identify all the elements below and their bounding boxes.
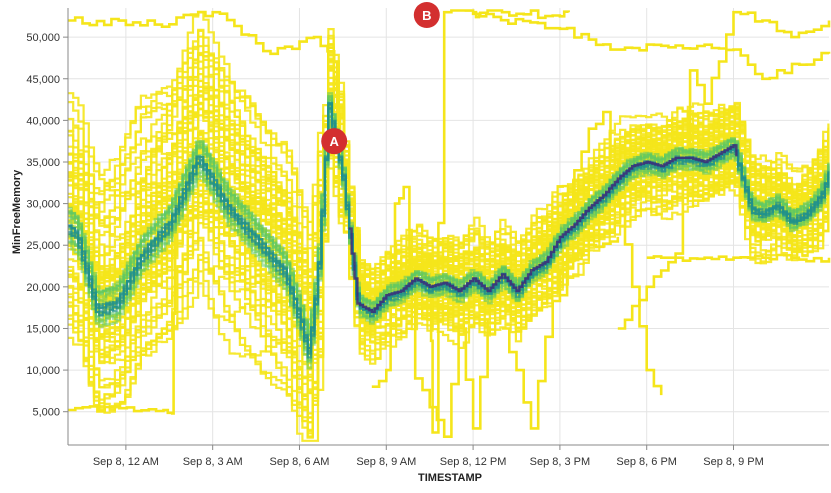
outlier-series-line [473, 10, 831, 81]
x-tick-label: Sep 8, 6 AM [270, 456, 330, 468]
y-axis-title: MinFreeMemory [11, 169, 23, 254]
y-tick-label: 50,000 [26, 32, 60, 44]
y-tick-label: 5,000 [32, 407, 60, 419]
density-band-medium [68, 92, 830, 332]
y-tick-label: 35,000 [26, 157, 60, 169]
sparse-series-line [68, 82, 830, 321]
x-tick-label: Sep 8, 3 PM [530, 456, 591, 468]
x-tick-label: Sep 8, 12 AM [93, 456, 159, 468]
x-tick-label: Sep 8, 9 PM [703, 456, 764, 468]
y-tick-label: 30,000 [26, 199, 60, 211]
x-axis-title: TIMESTAMP [418, 472, 482, 484]
outlier-series-line [559, 110, 663, 396]
y-tick-label: 20,000 [26, 282, 60, 294]
x-tick-label: Sep 8, 12 PM [440, 456, 507, 468]
x-tick-label: Sep 8, 6 PM [616, 456, 677, 468]
sparse-series-line [68, 158, 830, 424]
density-band-dense [68, 107, 830, 359]
annotation-circle [321, 128, 348, 155]
annotation-marker-b: B [413, 2, 440, 28]
axes: 5,000 10,000 15,000 20,000 25,000 30,000 35,00… [26, 8, 829, 468]
sparse-series-line [68, 29, 830, 296]
y-tick-label: 25,000 [26, 240, 60, 252]
y-tick-label: 40,000 [26, 115, 60, 127]
density-band-layer [68, 92, 830, 370]
outlier-series-line [646, 253, 831, 263]
x-tick-label: Sep 8, 3 AM [183, 456, 243, 468]
y-tick-label: 15,000 [26, 323, 60, 335]
density-band-core [348, 144, 738, 313]
x-tick-label: Sep 8, 9 AM [356, 456, 416, 468]
outlier-series-line [617, 10, 831, 330]
annotation-label: A [330, 134, 340, 149]
y-tick-label: 10,000 [26, 365, 60, 377]
annotations: AB [321, 2, 440, 155]
outlier-series-line [502, 236, 620, 430]
annotation-marker-a: A [321, 128, 348, 155]
sparse-series-line [68, 46, 830, 288]
annotation-circle [413, 2, 440, 28]
annotation-label: B [422, 8, 431, 23]
density-band-medium [68, 115, 830, 370]
y-tick-label: 45,000 [26, 74, 60, 86]
